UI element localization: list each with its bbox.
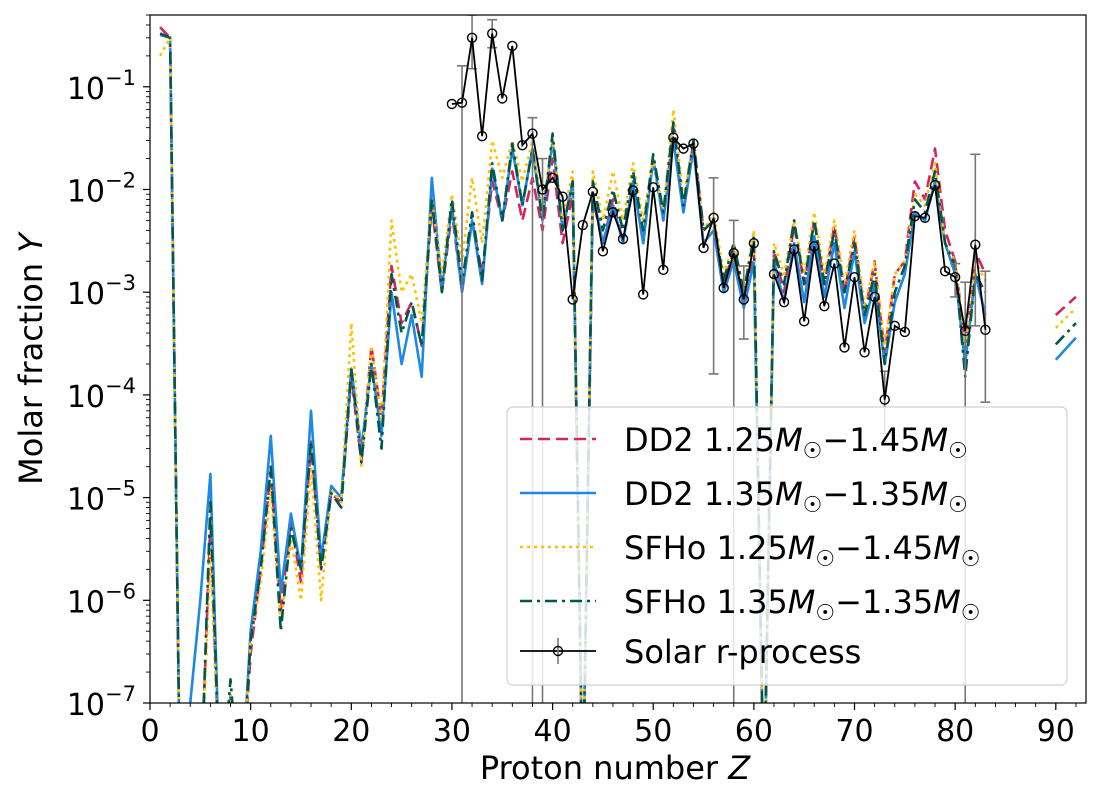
solar-marker bbox=[718, 282, 729, 294]
series-tail-1 bbox=[1054, 295, 1077, 316]
y-tick-label: 10−2 bbox=[67, 168, 136, 209]
series-tail-3 bbox=[1054, 307, 1077, 329]
solar-marker bbox=[809, 241, 820, 252]
solar-marker bbox=[748, 237, 760, 249]
solar-marker bbox=[497, 93, 508, 104]
legend-solar-marker bbox=[552, 645, 564, 657]
y-tick-label: 10−1 bbox=[67, 66, 136, 107]
legend-label-4: SFHo 1.35M☉−1.35M☉ bbox=[624, 583, 981, 626]
solar-marker bbox=[617, 233, 629, 245]
solar-marker bbox=[607, 207, 619, 218]
solar-marker bbox=[557, 191, 568, 202]
solar-marker bbox=[778, 296, 790, 308]
solar-line-1 bbox=[451, 33, 755, 300]
solar-marker bbox=[527, 128, 538, 139]
x-tick-label: 40 bbox=[533, 714, 571, 749]
y-tick-label: 10−5 bbox=[67, 477, 136, 518]
solar-marker bbox=[466, 32, 478, 43]
solar-marker bbox=[869, 291, 880, 303]
solar-marker bbox=[517, 139, 528, 151]
y-axis: 10−7 10−6 10−5 10−4 10−3 10−2 10−1 bbox=[67, 14, 150, 723]
solar-marker bbox=[970, 239, 981, 250]
y-axis-label: Molar fraction Y bbox=[12, 231, 50, 485]
solar-marker bbox=[537, 184, 548, 195]
solar-marker bbox=[456, 97, 468, 108]
y-tick-label: 10−6 bbox=[67, 579, 136, 620]
solar-marker bbox=[939, 266, 951, 277]
solar-marker bbox=[919, 212, 931, 224]
solar-marker bbox=[507, 40, 518, 52]
legend: DD2 1.25M☉−1.45M☉ DD2 1.35M☉−1.35M☉ SFHo 1… bbox=[506, 406, 1068, 686]
solar-marker bbox=[597, 246, 609, 257]
solar-marker bbox=[648, 182, 659, 193]
solar-marker bbox=[567, 294, 578, 305]
solar-marker bbox=[728, 247, 739, 259]
solar-marker bbox=[849, 271, 860, 283]
x-tick-label: 60 bbox=[735, 714, 773, 749]
solar-marker bbox=[446, 98, 458, 110]
solar-marker bbox=[859, 347, 870, 358]
solar-marker bbox=[688, 138, 699, 149]
legend-label-solar: Solar r-process bbox=[624, 633, 861, 671]
x-tick-label: 90 bbox=[1037, 714, 1075, 749]
x-tick-label: 30 bbox=[433, 714, 471, 749]
y-tick-label: 10−3 bbox=[67, 271, 136, 312]
legend-label-1: DD2 1.25M☉−1.45M☉ bbox=[624, 421, 968, 464]
solar-marker bbox=[960, 325, 971, 337]
solar-marker bbox=[839, 342, 850, 353]
solar-line-2 bbox=[773, 184, 987, 400]
legend-box bbox=[506, 406, 1068, 686]
solar-marker bbox=[627, 185, 639, 196]
solar-marker bbox=[798, 316, 810, 327]
x-tick-label: 80 bbox=[936, 714, 974, 749]
solar-marker bbox=[738, 294, 750, 305]
series-tail-4 bbox=[1054, 322, 1077, 346]
x-axis-label: Proton number Z bbox=[480, 749, 751, 787]
x-tick-label: 50 bbox=[634, 714, 672, 749]
solar-marker bbox=[678, 143, 689, 154]
x-tick-label: 0 bbox=[140, 714, 159, 749]
legend-label-2: DD2 1.35M☉−1.35M☉ bbox=[624, 475, 968, 518]
solar-marker bbox=[668, 132, 679, 143]
solar-marker bbox=[949, 271, 961, 283]
solar-marker bbox=[486, 28, 498, 39]
solar-marker bbox=[577, 219, 588, 231]
solar-marker bbox=[547, 172, 558, 183]
y-tick-label: 10−7 bbox=[67, 682, 136, 723]
solar-marker bbox=[829, 258, 840, 269]
solar-marker bbox=[698, 242, 709, 254]
solar-marker bbox=[658, 264, 669, 276]
solar-marker bbox=[980, 324, 991, 336]
series-line-3 bbox=[158, 36, 987, 703]
solar-marker bbox=[909, 210, 921, 222]
solar-marker bbox=[768, 268, 780, 280]
x-axis: 0 10 20 30 40 50 60 70 80 90 bbox=[140, 703, 1077, 749]
solar-marker bbox=[476, 131, 488, 142]
solar-marker bbox=[929, 180, 941, 191]
plot-frame bbox=[149, 14, 1087, 704]
solar-marker bbox=[899, 326, 911, 338]
solar-marker bbox=[637, 289, 649, 300]
solar-marker bbox=[788, 244, 800, 255]
solar-marker bbox=[708, 212, 719, 224]
solar-marker bbox=[819, 301, 830, 312]
solar-marker bbox=[879, 394, 890, 405]
x-tick-label: 10 bbox=[232, 714, 270, 749]
legend-label-3: SFHo 1.25M☉−1.45M☉ bbox=[624, 529, 981, 572]
series-tail-2 bbox=[1054, 336, 1077, 361]
solar-marker bbox=[889, 320, 900, 332]
x-tick-label: 20 bbox=[332, 714, 370, 749]
x-tick-label: 70 bbox=[835, 714, 873, 749]
solar-marker bbox=[587, 186, 599, 197]
y-tick-label: 10−4 bbox=[67, 374, 136, 415]
